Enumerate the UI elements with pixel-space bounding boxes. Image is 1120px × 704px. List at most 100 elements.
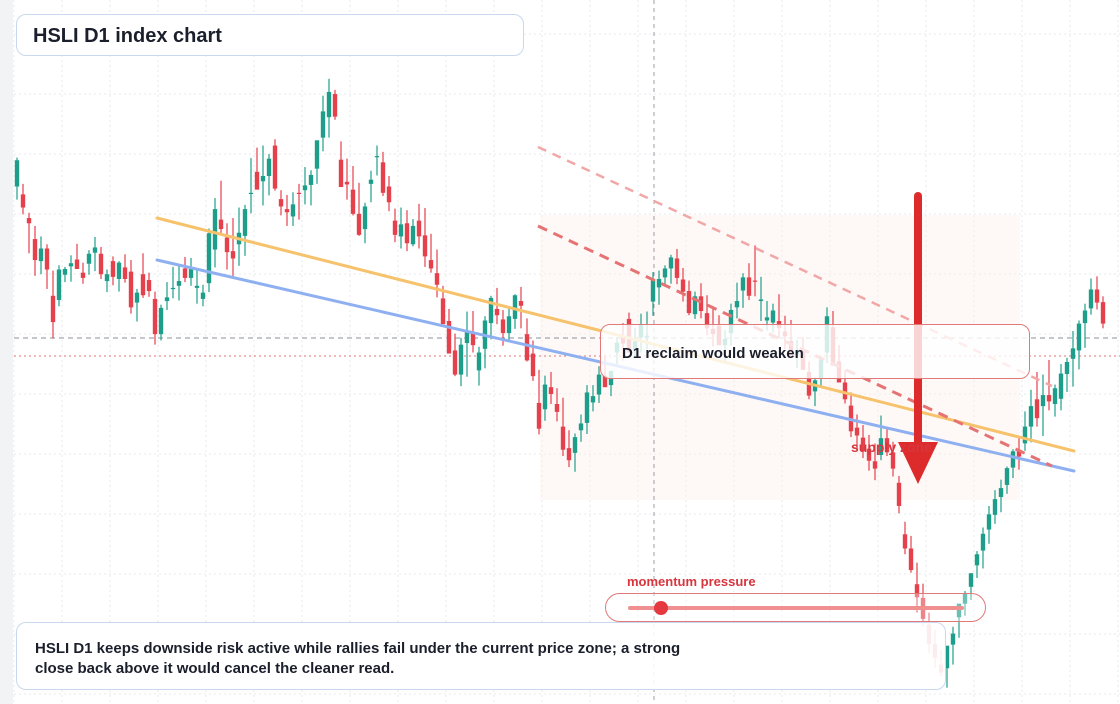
candle-up	[968, 573, 974, 587]
momentum-label: momentum pressure	[627, 574, 756, 589]
candle-down	[908, 548, 914, 571]
candle-down	[704, 313, 710, 329]
candle-down	[536, 402, 542, 429]
reclaim-callout: D1 reclaim would weaken	[600, 324, 1030, 379]
candle-down	[686, 291, 692, 314]
candle-down	[440, 298, 446, 325]
candle-up	[1028, 406, 1034, 427]
candle-up	[362, 206, 368, 230]
candle-up	[512, 295, 518, 319]
candle-down	[50, 295, 56, 323]
candle-up	[590, 396, 596, 403]
candle-down	[344, 181, 350, 185]
candle-down	[278, 199, 284, 207]
candle-up	[320, 111, 326, 138]
candle-up	[1052, 388, 1058, 405]
candle-up	[542, 384, 548, 410]
candle-up	[206, 233, 212, 284]
candle-down	[752, 280, 758, 282]
candle-up	[1076, 323, 1082, 351]
candle-up	[1082, 310, 1088, 324]
candle-down	[386, 186, 392, 203]
candle-up	[242, 209, 248, 236]
candle-up	[692, 296, 698, 315]
candle-down	[872, 461, 878, 469]
candle-down	[296, 192, 302, 195]
candle-up	[176, 281, 182, 286]
channel-line-lower[interactable]	[537, 224, 1053, 468]
candle-down	[140, 274, 146, 296]
candle-down	[332, 94, 338, 117]
down-arrow-icon	[898, 192, 938, 484]
candle-down	[1094, 289, 1100, 303]
momentum-track	[628, 606, 964, 610]
candle-down	[866, 448, 872, 461]
candle-up	[62, 268, 68, 275]
candle-up	[1040, 395, 1046, 407]
candle-down	[602, 375, 608, 388]
candle-up	[158, 307, 164, 335]
candle-down	[566, 448, 572, 461]
candle-down	[404, 223, 410, 244]
candle-up	[944, 645, 950, 669]
callout-text: D1 reclaim would weaken	[622, 345, 804, 362]
candle-up	[596, 374, 602, 395]
candle-up	[38, 248, 44, 262]
candle-down	[548, 387, 554, 395]
candle-up	[1010, 451, 1016, 468]
candle-up	[398, 224, 404, 237]
candle-down	[452, 350, 458, 375]
supply-zone-label: supply zone	[851, 439, 932, 455]
candle-down	[284, 209, 290, 213]
candle-up	[1058, 373, 1064, 399]
candle-up	[56, 269, 62, 300]
candle-down	[224, 237, 230, 253]
candle-up	[92, 247, 98, 253]
candle-up	[986, 514, 992, 530]
candle-down	[422, 235, 428, 257]
candle-up	[488, 297, 494, 324]
candle-up	[194, 285, 200, 288]
candle-down	[350, 189, 356, 214]
candle-up	[368, 179, 374, 184]
candle-down	[494, 308, 500, 316]
candle-up	[734, 301, 740, 308]
candle-down	[44, 248, 50, 270]
left-axis-strip	[0, 0, 13, 704]
candle-up	[572, 437, 578, 453]
momentum-gauge	[605, 593, 986, 622]
candle-down	[356, 213, 362, 235]
candle-down	[746, 277, 752, 296]
candle-down	[446, 321, 452, 354]
candle-up	[374, 156, 380, 158]
candle-up	[68, 263, 74, 267]
candle-down	[1100, 302, 1106, 324]
candle-up	[266, 158, 272, 176]
candle-up	[290, 204, 296, 217]
candle-down	[152, 298, 158, 335]
chart-title-panel: HSLI D1 index chart	[16, 14, 524, 56]
candle-up	[998, 488, 1004, 498]
candle-down	[518, 301, 524, 306]
candle-down	[560, 426, 566, 450]
candle-down	[230, 251, 236, 259]
candle-up	[956, 603, 962, 618]
candle-down	[842, 382, 848, 400]
candle-down	[122, 267, 128, 279]
candle-up	[104, 274, 110, 282]
candle-down	[674, 258, 680, 278]
candle-down	[890, 452, 896, 469]
candle-down	[680, 279, 686, 292]
candle-up	[164, 297, 170, 302]
candle-up	[464, 330, 470, 344]
momentum-knob	[653, 601, 668, 615]
candle-up	[650, 280, 656, 302]
candle-down	[98, 253, 104, 275]
candle-down	[416, 220, 422, 237]
candle-up	[584, 392, 590, 423]
candle-down	[128, 271, 134, 308]
candle-up	[260, 176, 266, 182]
candle-up	[200, 292, 206, 299]
candle-down	[32, 239, 38, 261]
candle-down	[392, 220, 398, 235]
